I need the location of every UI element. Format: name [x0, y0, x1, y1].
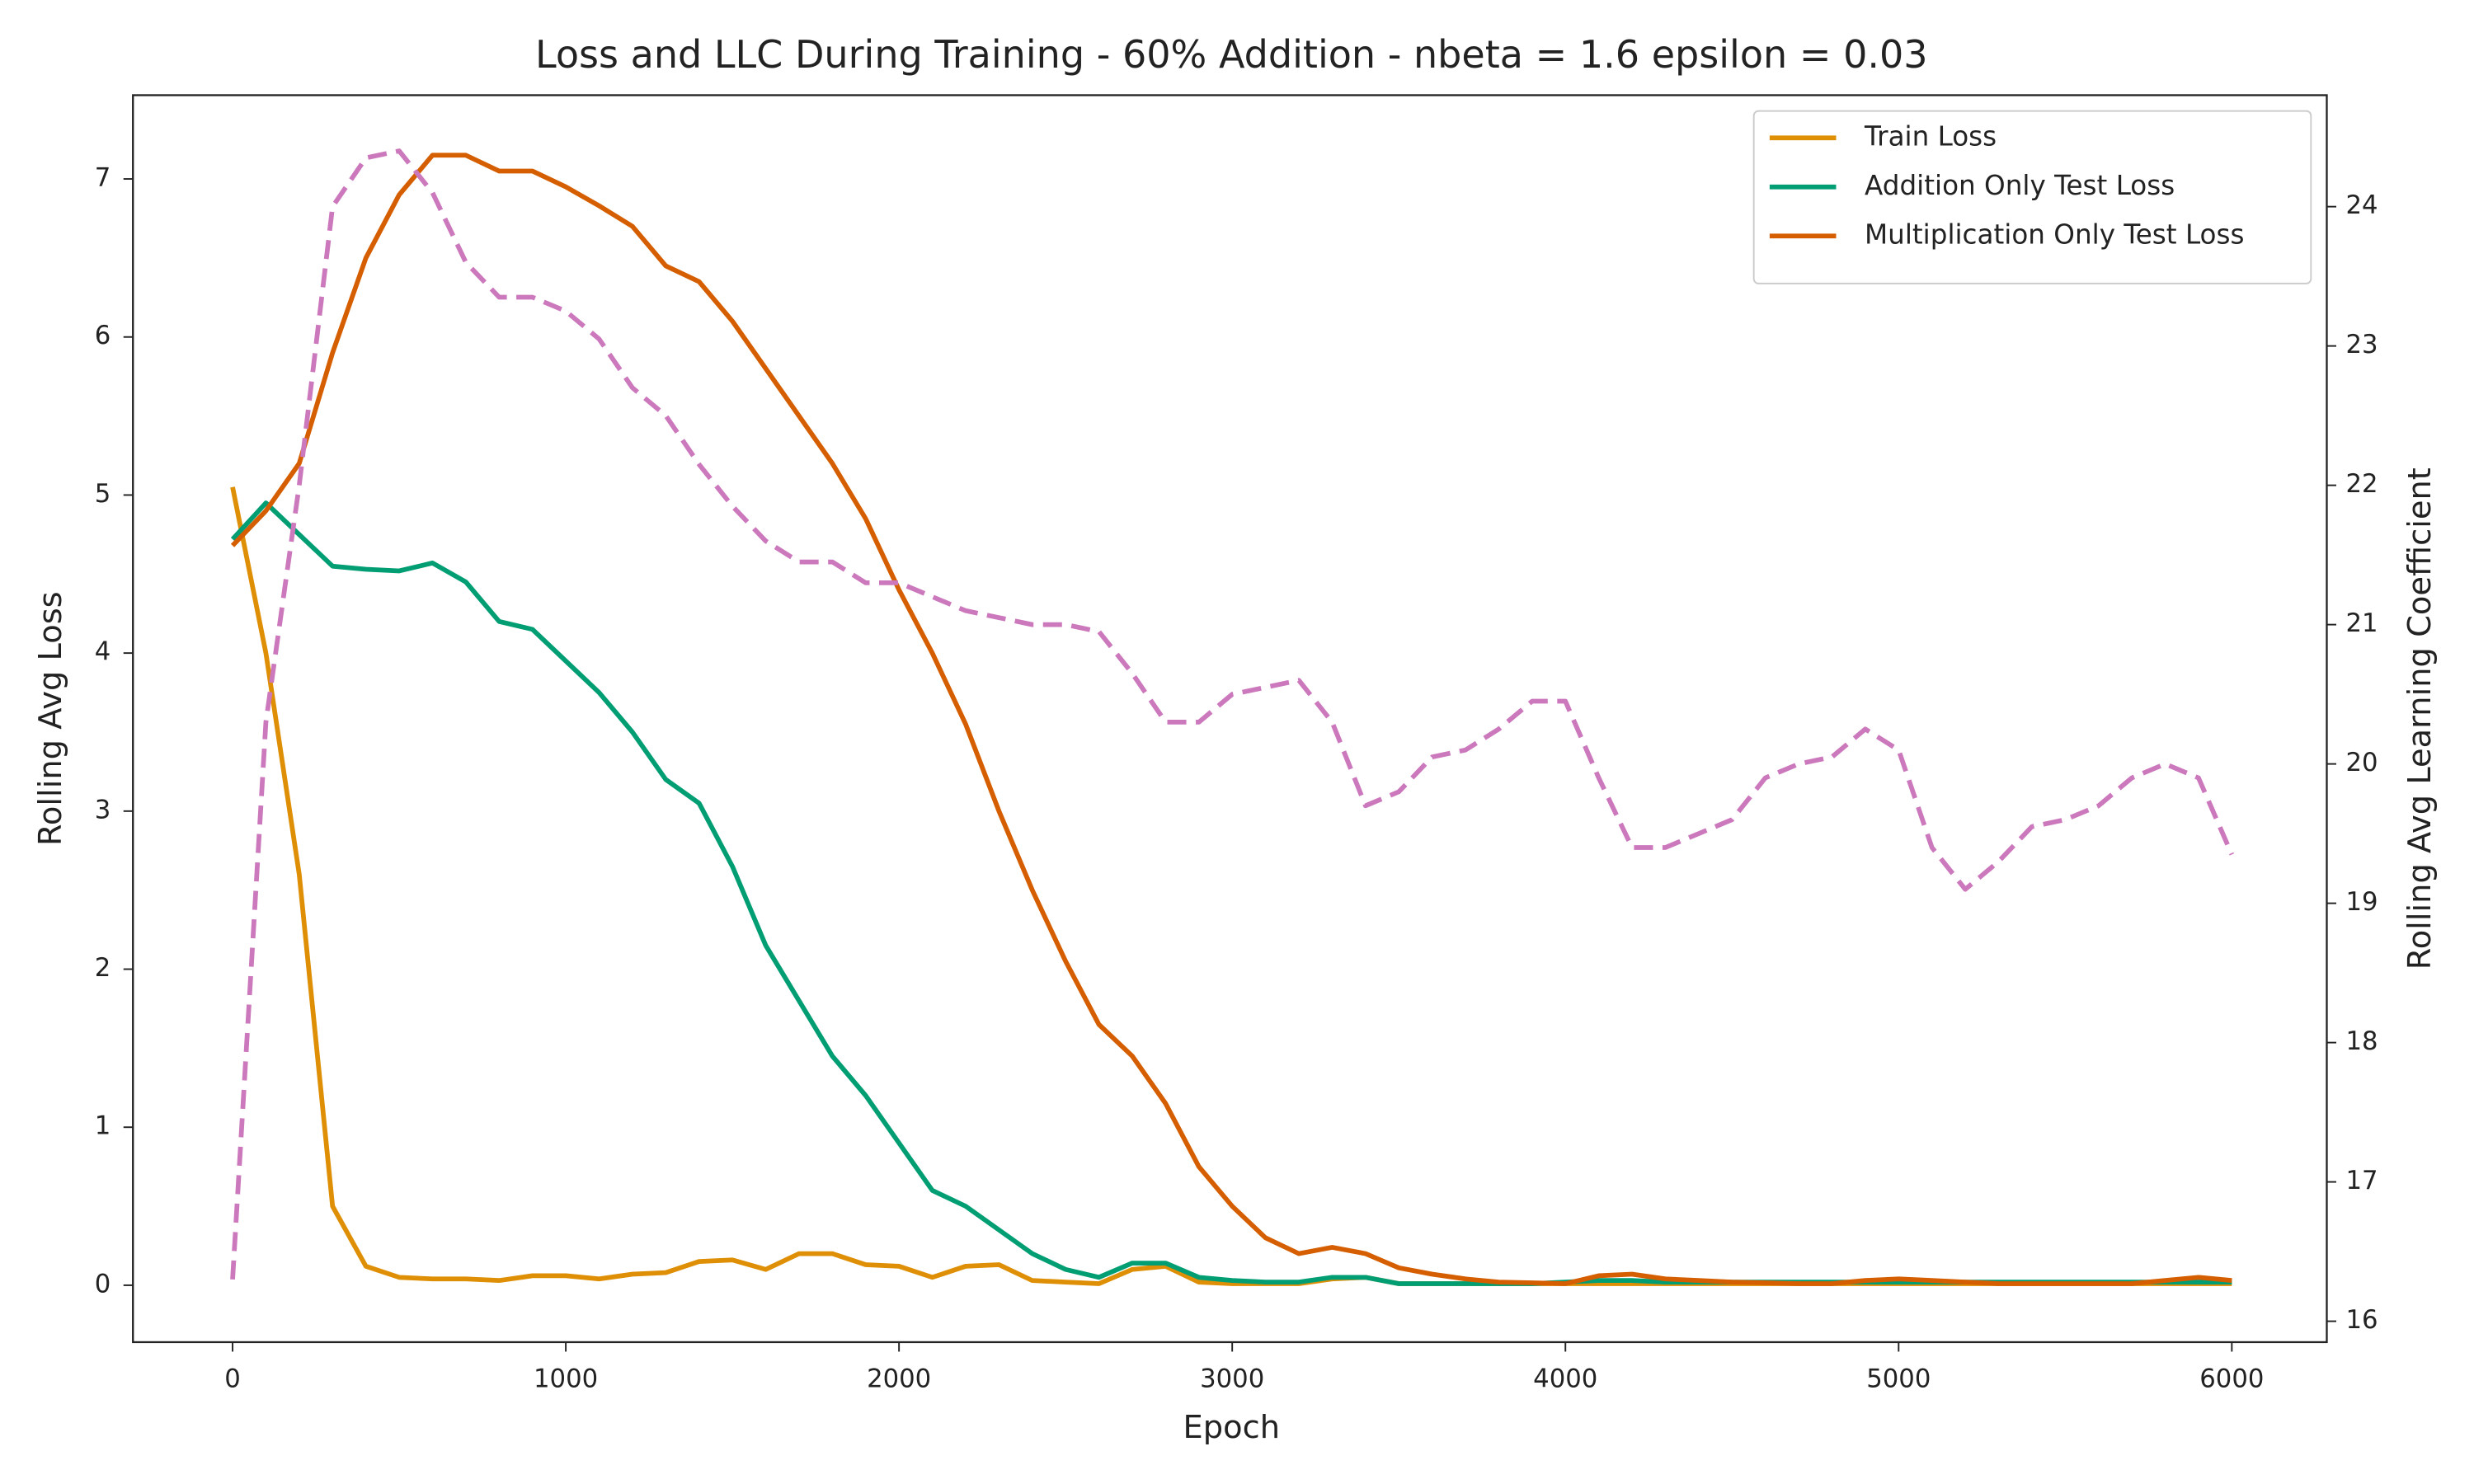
legend-box — [1752, 110, 2312, 284]
y2-tick-label: 18 — [2346, 1026, 2378, 1056]
y2-tick-label: 22 — [2346, 469, 2378, 499]
y-tick-label: 2 — [95, 953, 111, 983]
y-tick-label: 6 — [95, 321, 111, 350]
y-tick-label: 7 — [95, 163, 111, 193]
y-tick-label: 0 — [95, 1269, 111, 1298]
y2-tick-label: 19 — [2346, 887, 2378, 917]
x-tick-label: 1000 — [534, 1364, 598, 1393]
y2-tick-label: 20 — [2346, 748, 2378, 777]
legend-label: Addition Only Test Loss — [1865, 170, 2175, 201]
y-tick-label: 3 — [95, 795, 111, 824]
y2-tick-label: 17 — [2346, 1166, 2378, 1195]
x-tick-label: 0 — [224, 1364, 241, 1393]
chart-title: Loss and LLC During Training - 60% Addit… — [535, 32, 1928, 77]
y-tick-label: 4 — [95, 637, 111, 667]
y-tick-label: 1 — [95, 1111, 111, 1141]
x-axis-label: Epoch — [1183, 1409, 1281, 1446]
y2-tick-label: 16 — [2346, 1305, 2378, 1335]
y2-tick-label: 24 — [2346, 190, 2378, 220]
plot-frame — [132, 94, 2328, 1344]
x-tick-label: 5000 — [1866, 1364, 1931, 1393]
y2-tick-label: 23 — [2346, 330, 2378, 359]
legend-label: Train Loss — [1864, 120, 1997, 152]
x-tick-label: 3000 — [1200, 1364, 1264, 1393]
x-tick-label: 2000 — [867, 1364, 931, 1393]
series-line — [230, 148, 2234, 1280]
legend-label: Multiplication Only Test Loss — [1865, 218, 2244, 250]
x-tick-label: 6000 — [2199, 1364, 2264, 1393]
x-tick-label: 4000 — [1533, 1364, 1597, 1393]
y-tick-label: 5 — [95, 479, 111, 509]
y-axis-label: Rolling Avg Loss — [32, 591, 69, 846]
y2-tick-label: 21 — [2346, 608, 2378, 638]
y2-axis-label: Rolling Avg Learning Coefficient — [2401, 467, 2439, 970]
series-line — [230, 153, 2232, 1286]
series-line — [230, 500, 2232, 1286]
